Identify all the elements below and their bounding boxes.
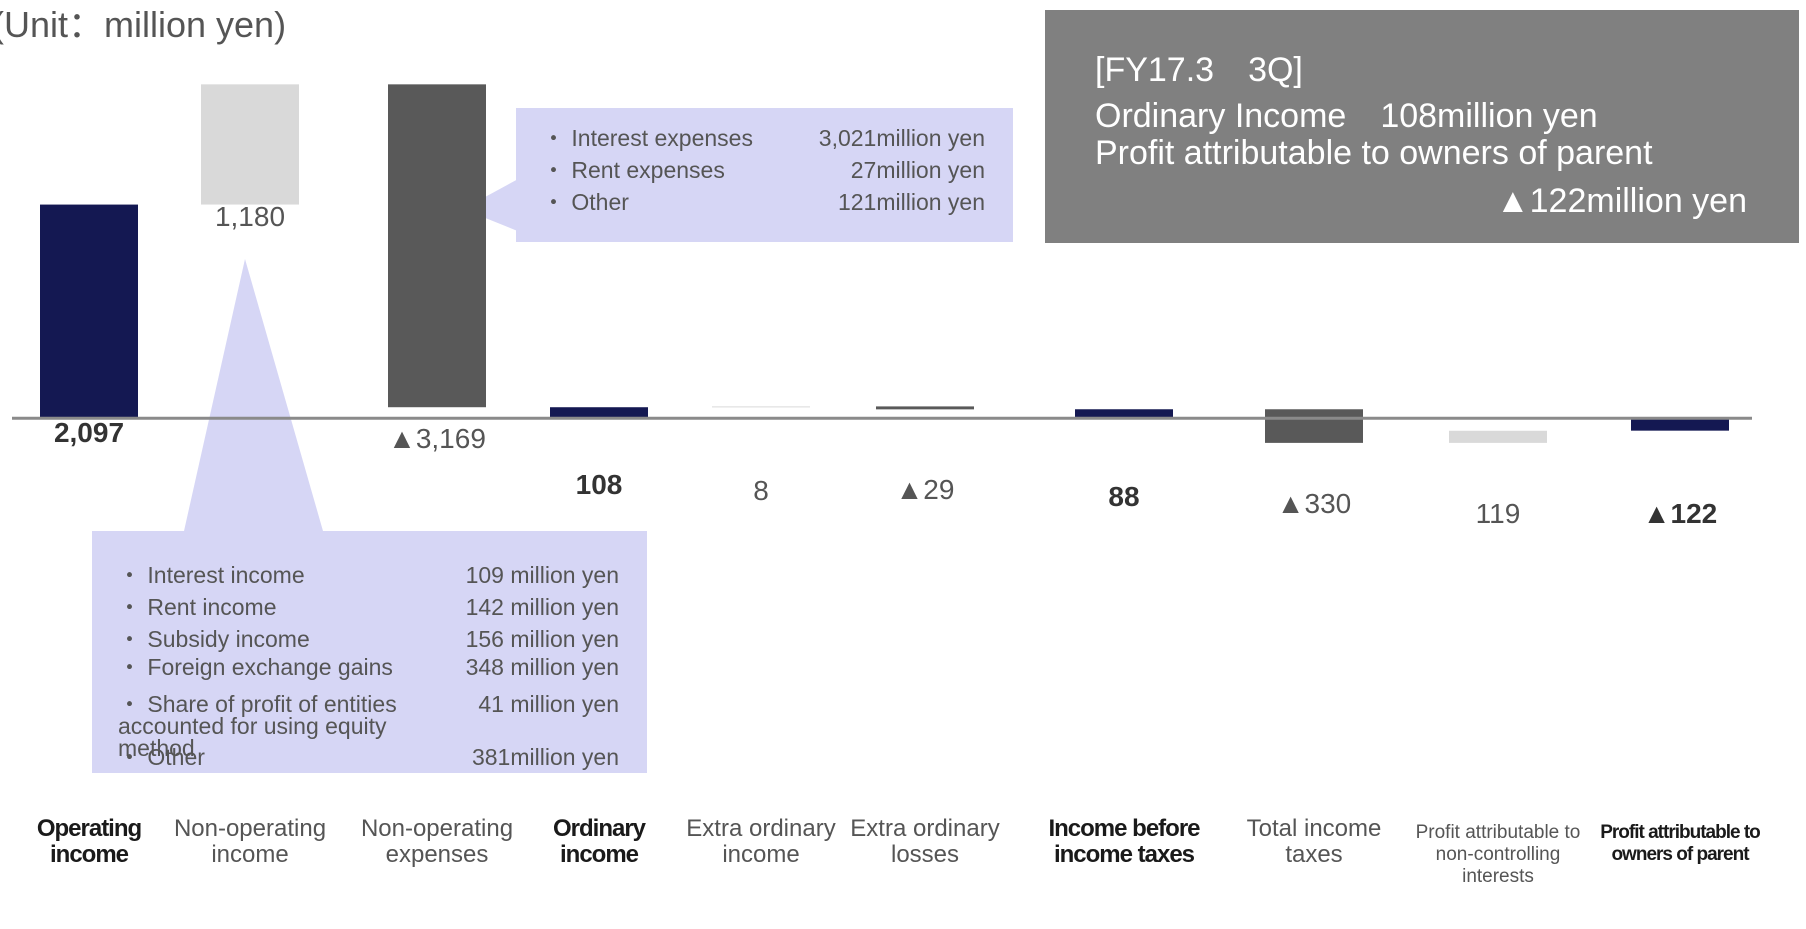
bar: [388, 84, 486, 408]
x-category-label: Non-operating expenses: [360, 815, 514, 868]
value-label: ▲330: [1276, 488, 1352, 519]
x-category-label: Income before income taxes: [1048, 815, 1200, 868]
item-name: ・ Interest income: [118, 562, 305, 588]
bar: [201, 84, 299, 205]
value-label: 2,097: [53, 417, 125, 448]
callout-pointer: [184, 259, 323, 531]
bar: [1075, 409, 1173, 419]
item-amount: 27million yen: [850, 157, 985, 183]
item-amount: 142 million yen: [465, 594, 619, 620]
bar: [876, 406, 974, 410]
item-amount: 3,021million yen: [818, 125, 985, 151]
callout-row: ・ Interest income 109 million yen: [118, 562, 619, 588]
item-name: ・ Rent expenses: [542, 157, 725, 183]
x-category-label: Ordinary income: [552, 815, 646, 868]
summary-line: Profit attributable to owners of parent: [1095, 134, 1653, 172]
item-name: ・ Interest expenses: [542, 125, 753, 151]
item-name: ・ Other: [542, 189, 629, 215]
bar: [1631, 418, 1729, 431]
callout-row: ・ Rent income 142 million yen: [118, 594, 619, 620]
item-name: ・ Subsidy income: [118, 626, 310, 652]
callout-box: ・ Interest income 109 million yen ・ Rent i…: [92, 531, 647, 773]
item-amount: 156 million yen: [465, 626, 619, 652]
callout-row: ・ Subsidy income 156 million yen: [118, 626, 619, 652]
summary-line: [FY17.3 3Q]: [1095, 51, 1303, 89]
summary-box: [FY17.3 3Q] Ordinary Income 108million y…: [1045, 10, 1799, 243]
value-label: 8: [753, 475, 769, 506]
callout-row: ・ Share of profit of entities accounted …: [118, 691, 619, 760]
x-category-label: Profit attributable to owners of parent: [1600, 822, 1761, 865]
bar: [1265, 409, 1363, 443]
callout-row: ・ Other 121million yen: [542, 189, 985, 215]
bar: [550, 407, 648, 419]
value-label: 119: [1475, 498, 1521, 529]
x-category-label: Extra ordinary income: [686, 815, 836, 868]
item-amount: 109 million yen: [465, 562, 619, 588]
item-name: ・ Share of profit of entities accounted …: [118, 691, 397, 761]
summary-line: Ordinary Income 108million yen: [1095, 97, 1598, 135]
callout-row: ・ Foreign exchange gains 348 million yen: [118, 654, 619, 680]
callout-pointer: [463, 178, 520, 232]
callout-row: ・ Interest expenses 3,021million yen: [542, 125, 985, 151]
value-label: 88: [1108, 481, 1140, 512]
item-name: ・ Other: [118, 744, 205, 770]
x-category-label: Non-operating income: [173, 815, 327, 868]
item-amount: 348 million yen: [465, 654, 619, 680]
item-name: ・ Foreign exchange gains: [118, 654, 393, 680]
bar: [1449, 430, 1547, 443]
bar: [712, 406, 810, 408]
x-category-label: Profit attributable to non-controlling i…: [1415, 822, 1581, 887]
callout-row: ・ Rent expenses 27million yen: [542, 157, 985, 183]
item-name: ・ Rent income: [118, 594, 277, 620]
value-label: 108: [575, 469, 623, 500]
item-amount: 121million yen: [837, 189, 985, 215]
summary-line: ▲122million yen: [1496, 182, 1747, 220]
x-category-label: Operating income: [36, 815, 142, 868]
item-amount: 381million yen: [471, 744, 619, 770]
x-category-label: Extra ordinary losses: [850, 815, 1000, 868]
callout-box: ・ Interest expenses 3,021million yen ・ Ren…: [516, 108, 1013, 242]
x-category-label: Total income taxes: [1246, 815, 1382, 868]
value-label: 1,180: [214, 201, 286, 232]
unit-note: (Unit：million yen): [0, 4, 287, 45]
value-label: ▲29: [895, 474, 955, 505]
value-label: ▲122: [1642, 498, 1718, 529]
bar: [40, 204, 138, 419]
item-amount: 41 million yen: [478, 691, 619, 717]
callout-row: ・ Other 381million yen: [118, 744, 619, 770]
value-label: ▲3,169: [388, 423, 486, 454]
